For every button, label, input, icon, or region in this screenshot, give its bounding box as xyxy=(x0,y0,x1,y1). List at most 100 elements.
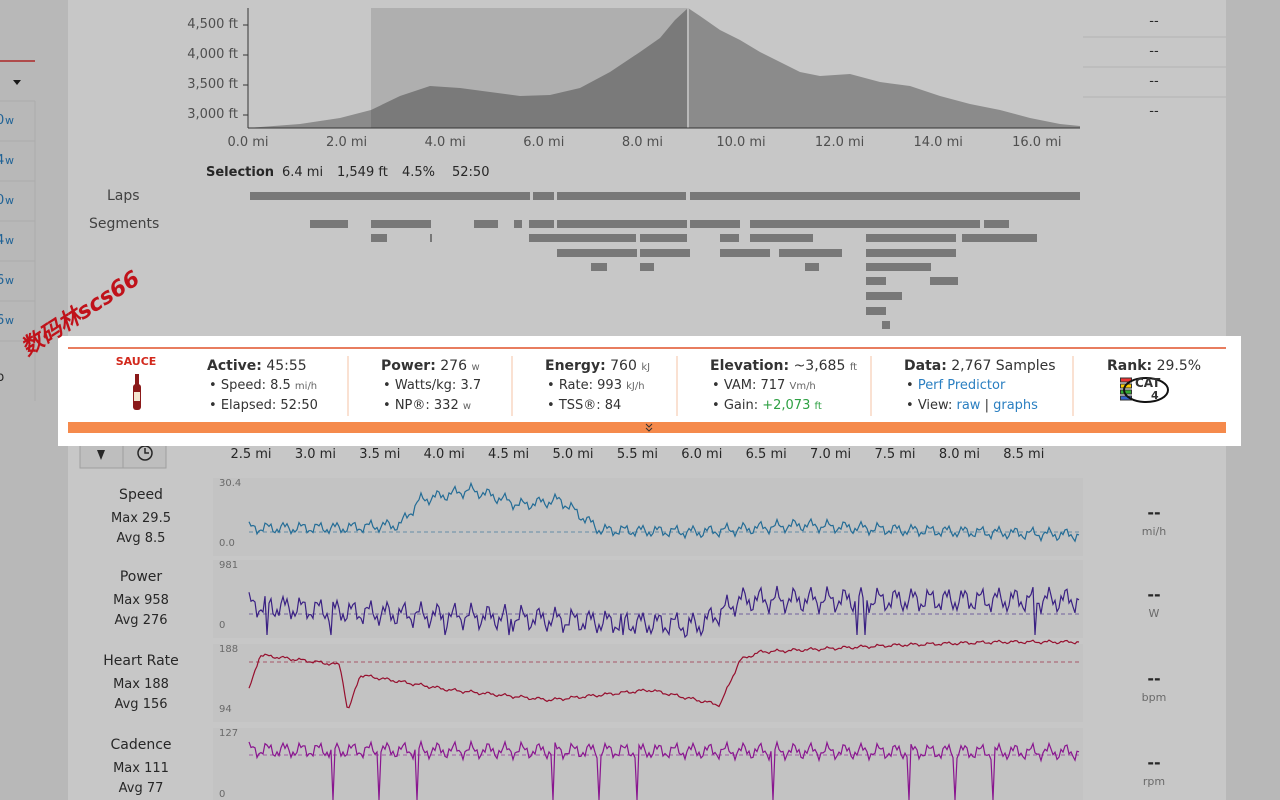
x-tick-label: 8.0 mi xyxy=(621,135,663,150)
x-tick-label: 4.0 mi xyxy=(424,135,466,150)
x-tick-label: 12.0 mi xyxy=(814,135,865,150)
x-tick-label: 7.0 mi xyxy=(810,447,852,462)
x-tick-label: 7.5 mi xyxy=(874,447,916,462)
segment-bar xyxy=(557,249,637,257)
item-label: NP®: xyxy=(394,398,430,413)
segment-bar xyxy=(529,234,636,242)
stream-name: Speed xyxy=(119,487,163,503)
segment-bar xyxy=(866,307,886,315)
sidebar-unit: w xyxy=(5,194,14,207)
placeholder: -- xyxy=(1149,104,1159,119)
segment-bar xyxy=(962,234,1037,242)
stream-axis-min: 94 xyxy=(219,704,232,715)
stream-name: Cadence xyxy=(110,737,172,753)
x-tick-label: 5.0 mi xyxy=(552,447,594,462)
y-tick-label: 4,000 ft xyxy=(187,47,238,62)
item-unit: kJ/h xyxy=(626,381,645,392)
segment-bar xyxy=(310,220,348,228)
segment-bar xyxy=(750,220,980,228)
stream-avg: Avg 77 xyxy=(118,781,164,796)
item-value: 84 xyxy=(604,398,622,413)
x-tick-label: 6.0 mi xyxy=(681,447,723,462)
stat-value: 45:55 xyxy=(266,358,307,374)
segment-bar xyxy=(930,277,958,285)
stat-line: Rank: 29.5% xyxy=(1107,359,1201,373)
stream-bg xyxy=(213,478,1083,556)
item-value: 993 xyxy=(597,378,622,393)
sidebar-value: 4 xyxy=(0,153,5,168)
item-unit: mi/h xyxy=(294,381,318,392)
stat-line: VAM: 717 Vm/h xyxy=(712,379,816,392)
placeholder: -- xyxy=(1149,14,1159,29)
stream-avg: Avg 8.5 xyxy=(116,531,166,546)
lap-bar xyxy=(690,192,1080,200)
stat-value: 276 xyxy=(440,358,467,374)
segment-bar xyxy=(371,220,431,228)
y-tick-label: 3,500 ft xyxy=(187,77,238,92)
item-unit: w xyxy=(462,401,472,412)
sidebar-item: p xyxy=(0,370,5,385)
stream-axis-max: 981 xyxy=(219,560,239,571)
x-tick-label: 16.0 mi xyxy=(1012,135,1062,150)
stream-name: Power xyxy=(119,569,163,585)
stat-unit: ft xyxy=(849,362,858,373)
stream-current: -- xyxy=(1147,503,1161,522)
item-value: +2,073 xyxy=(762,398,811,413)
stat-line: NP®: 332 w xyxy=(383,399,471,412)
lap-bar xyxy=(250,192,530,200)
item-label: Gain: xyxy=(723,398,759,413)
stream-unit: rpm xyxy=(1142,775,1166,788)
lap-bar xyxy=(557,192,686,200)
stream-unit: mi/h xyxy=(1141,525,1167,538)
y-tick-label: 3,000 ft xyxy=(187,107,238,122)
segment-bar xyxy=(866,277,886,285)
badge-level: 4 xyxy=(1151,389,1159,402)
stat-unit: kJ xyxy=(641,362,651,373)
segment-bar xyxy=(529,220,554,228)
stream-trace xyxy=(248,585,1080,639)
item-label: TSS®: xyxy=(558,398,601,413)
sidebar-value: 6 xyxy=(0,313,5,328)
stat-label: Energy: xyxy=(545,358,606,374)
stream-axis-min: 0 xyxy=(219,789,226,800)
item-label: Rate: xyxy=(558,378,594,393)
segment-bar xyxy=(720,249,770,257)
stat-label: Data: xyxy=(904,358,947,374)
summary-panel: SAUCE Active: 45:55 Speed: 8.5 mi/h Elaps… xyxy=(58,336,1241,446)
item-label: Watts/kg: xyxy=(394,378,457,393)
x-tick-label: 4.5 mi xyxy=(488,447,530,462)
item-value: 332 xyxy=(433,398,459,413)
stream-current: -- xyxy=(1147,669,1161,688)
sidebar-unit: w xyxy=(5,314,14,327)
stream-axis-min: 0.0 xyxy=(219,538,235,549)
x-tick-label: 6.5 mi xyxy=(745,447,787,462)
selection-label: Selection xyxy=(206,165,275,180)
segment-bar xyxy=(750,234,813,242)
segment-bar xyxy=(557,220,687,228)
stat-line: Data: 2,767 Samples xyxy=(904,359,1056,373)
stat-line: TSS®: 84 xyxy=(547,398,622,413)
stream-trace xyxy=(248,481,1080,543)
stream-trace xyxy=(248,639,1080,709)
stat-line: Perf Predictor xyxy=(906,378,1006,393)
badge: CAT xyxy=(1135,376,1161,390)
item-unit: ft xyxy=(814,401,822,412)
stream-max: Max 111 xyxy=(113,761,169,776)
segment-bar xyxy=(866,249,956,257)
stream-axis-max: 30.4 xyxy=(219,478,242,489)
link[interactable]: graphs xyxy=(993,398,1038,413)
item-label: Speed: xyxy=(220,378,266,393)
stat-label: Power: xyxy=(381,358,436,374)
stream-current: -- xyxy=(1147,753,1161,772)
segment-bar xyxy=(690,220,740,228)
separator: | xyxy=(984,398,989,413)
link[interactable]: Perf Predictor xyxy=(917,378,1006,393)
item-value: 8.5 xyxy=(270,378,291,393)
segment-bar xyxy=(805,263,819,271)
link[interactable]: raw xyxy=(956,398,981,413)
row-label: Segments xyxy=(89,216,160,232)
segment-bar xyxy=(640,263,654,271)
segment-bar xyxy=(882,321,890,329)
stream-trace xyxy=(248,739,1080,800)
stream-avg: Avg 156 xyxy=(114,697,168,712)
